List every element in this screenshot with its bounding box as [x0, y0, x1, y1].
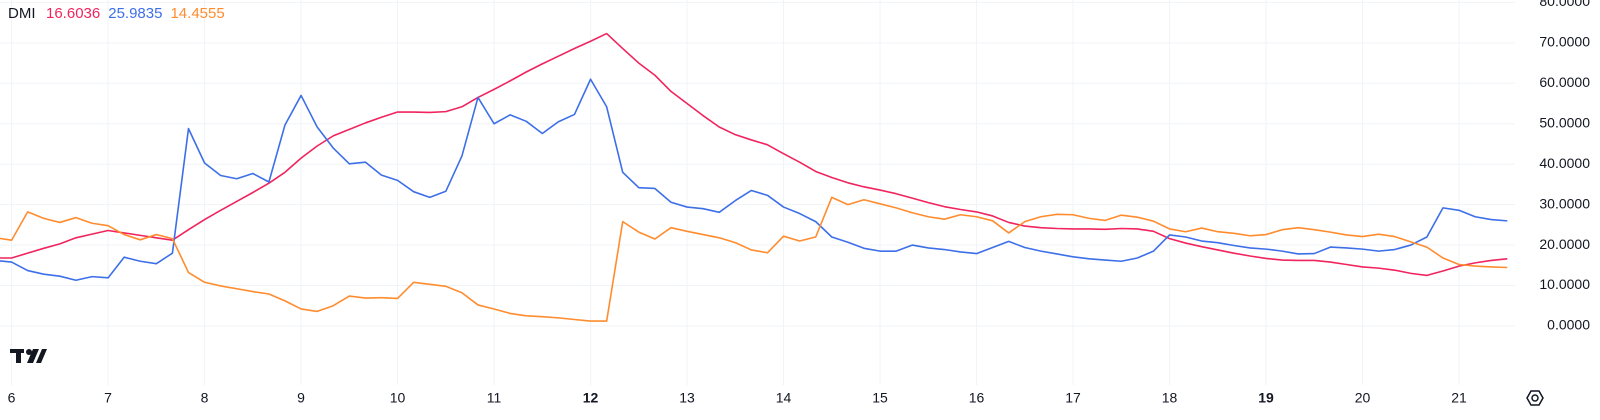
series-line: [0, 78, 1508, 282]
logo: [10, 349, 47, 363]
grid: [0, 0, 1515, 385]
x-tick-label: 20: [1355, 390, 1371, 406]
y-tick-label: 70.0000: [1539, 34, 1590, 50]
y-tick-label: 50.0000: [1539, 114, 1590, 130]
x-tick-label: 9: [297, 390, 305, 406]
legend-value: 25.9835: [108, 5, 162, 22]
y-tick-label: 10.0000: [1539, 276, 1590, 292]
series-line: [0, 196, 1508, 322]
x-tick-label: 7: [104, 390, 112, 406]
y-tick-label: 30.0000: [1539, 195, 1590, 211]
y-tick-label: 0.0000: [1547, 317, 1590, 333]
x-tick-label: 21: [1451, 390, 1467, 406]
x-tick-label: 11: [487, 390, 502, 406]
x-tick-label: 19: [1258, 390, 1274, 406]
axes: 0.0000 10.0000 20.0000 30.0000 40.0000 50.000…: [8, 0, 1591, 406]
y-tick-label: 40.0000: [1539, 155, 1590, 171]
x-tick-label: 13: [679, 390, 695, 406]
y-tick-label: 20.0000: [1539, 236, 1590, 252]
plot-area: [0, 32, 1508, 322]
x-tick-label: 15: [872, 390, 888, 406]
settings-button[interactable]: [1526, 390, 1544, 406]
legend-value: 14.4555: [170, 5, 224, 22]
x-tick-label: 8: [201, 390, 209, 406]
x-tick-label: 17: [1065, 390, 1081, 406]
x-tick-label: 12: [583, 390, 599, 406]
x-tick-label: 10: [390, 390, 406, 406]
x-tick-label: 16: [969, 390, 985, 406]
x-tick-label: 6: [8, 390, 16, 406]
series-line: [0, 32, 1508, 277]
legend-value: 16.6036: [46, 5, 100, 22]
y-tick-label: 60.0000: [1539, 74, 1590, 90]
y-tick-label: 80.0000: [1539, 0, 1590, 9]
chart-title: DMI: [8, 5, 36, 22]
legend: DMI 16.6036 25.9835 14.4555: [8, 5, 225, 22]
x-tick-label: 18: [1162, 390, 1178, 406]
x-tick-label: 14: [776, 390, 792, 406]
